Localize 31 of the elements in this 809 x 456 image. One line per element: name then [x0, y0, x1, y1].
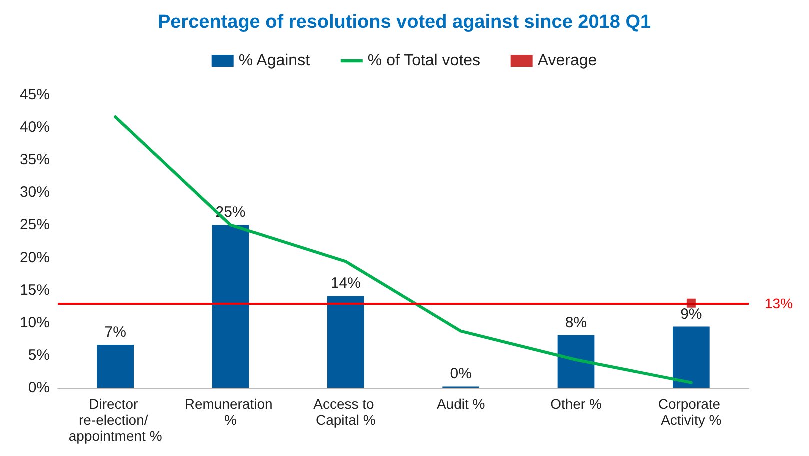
- x-tick-label: Remuneration %: [184, 396, 277, 428]
- bar: [327, 296, 364, 388]
- bar: [558, 335, 595, 388]
- data-label: 14%: [330, 275, 361, 292]
- ref-line-label: 13%: [765, 295, 794, 312]
- x-tick-label: Audit %: [436, 396, 486, 412]
- bar: [212, 225, 250, 388]
- y-tick-label: 40%: [20, 119, 50, 136]
- x-tick-label: Director re-election/ appointment %: [68, 396, 162, 444]
- y-tick-label: 45%: [20, 86, 50, 104]
- legend-label: % Against: [238, 52, 311, 70]
- chart-title: Percentage of resolutions voted against since 2018 Q1: [158, 12, 652, 33]
- data-label: 7%: [104, 324, 126, 342]
- y-tick-label: 35%: [20, 152, 50, 169]
- data-label: 8%: [565, 314, 588, 332]
- bar: [672, 326, 710, 388]
- x-tick-label: Corporate Activity %: [658, 396, 724, 428]
- y-tick-label: 15%: [20, 282, 50, 299]
- bar: [97, 345, 134, 388]
- y-tick-label: 5%: [28, 346, 50, 364]
- y-tick-label: 10%: [20, 314, 50, 332]
- x-tick-label: Access to Capital %: [314, 396, 378, 428]
- data-label: 0%: [450, 366, 472, 383]
- legend-label: % of Total votes: [368, 52, 481, 70]
- y-tick-label: 25%: [20, 216, 50, 234]
- y-tick-label: 20%: [20, 249, 50, 266]
- y-tick-label: 30%: [20, 184, 50, 202]
- data-label: 9%: [680, 306, 702, 323]
- y-tick-label: 0%: [28, 380, 50, 396]
- legend-label: Average: [538, 52, 598, 70]
- x-tick-label: Other %: [550, 396, 602, 412]
